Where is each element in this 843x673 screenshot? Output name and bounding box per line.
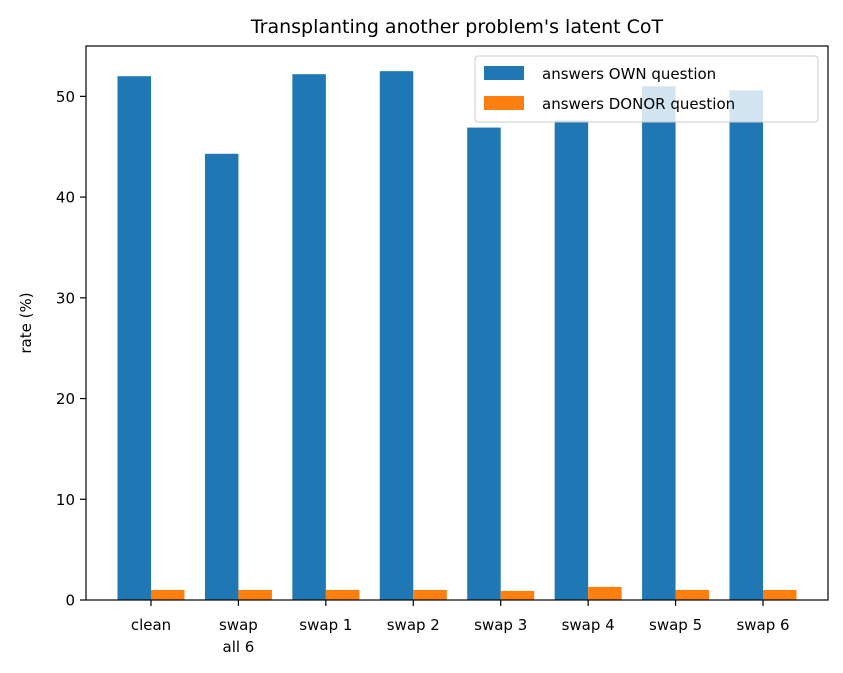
y-axis: 0 10 20 30 40 50	[56, 88, 86, 610]
bar-own-0	[117, 76, 151, 601]
x-tick-label-5: swap 4	[562, 616, 615, 634]
legend-box	[474, 55, 819, 123]
x-tick-label-6: swap 5	[649, 616, 702, 634]
bar-donor-2	[325, 589, 360, 600]
bar-own-7	[729, 90, 764, 600]
y-tick-label-0: 0	[65, 592, 75, 610]
x-tick-label-1: swap	[219, 616, 258, 634]
legend-label-1: answers DONOR question	[542, 95, 735, 113]
x-tick-label-1-line1: all 6	[223, 638, 255, 656]
bar-own-3	[379, 71, 414, 601]
legend-swatch-0	[484, 66, 524, 80]
bars-group	[117, 71, 797, 601]
y-tick-label-3: 30	[56, 289, 75, 307]
plot-frame	[85, 45, 829, 601]
legend-swatch-1	[484, 96, 524, 110]
bar-donor-3	[413, 589, 447, 600]
x-tick-label-2: swap 1	[299, 616, 352, 634]
chart-title: Transplanting another problem's latent C…	[250, 16, 664, 38]
bar-own-4	[467, 127, 501, 600]
bar-donor-0	[151, 589, 185, 600]
bar-own-1	[204, 153, 239, 600]
y-tick-label-4: 40	[56, 189, 75, 207]
bar-own-5	[554, 120, 589, 600]
x-axis: clean swap all 6 swap 1 swap 2 swap 3 swap 4 sw…	[131, 600, 790, 656]
bar-own-6	[642, 86, 676, 601]
y-axis-label: rate (%)	[17, 292, 35, 353]
y-tick-label-2: 20	[56, 390, 75, 408]
legend: answers OWN question answers DONOR questi…	[474, 55, 819, 123]
y-tick-label-5: 50	[56, 88, 75, 106]
x-tick-label-3: swap 2	[387, 616, 440, 634]
bar-donor-6	[675, 589, 710, 600]
bar-donor-5	[588, 586, 622, 600]
x-tick-label-0: clean	[131, 616, 171, 634]
bar-donor-7	[763, 589, 797, 600]
x-tick-label-7: swap 6	[736, 616, 789, 634]
y-tick-label-1: 10	[56, 491, 75, 509]
legend-label-0: answers OWN question	[542, 65, 716, 83]
bar-own-2	[292, 74, 326, 600]
bar-donor-1	[238, 589, 272, 600]
x-tick-label-4: swap 3	[474, 616, 527, 634]
bar-donor-4	[500, 590, 535, 600]
